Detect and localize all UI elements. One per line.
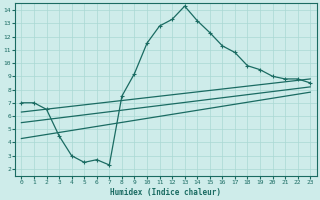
X-axis label: Humidex (Indice chaleur): Humidex (Indice chaleur)	[110, 188, 221, 197]
